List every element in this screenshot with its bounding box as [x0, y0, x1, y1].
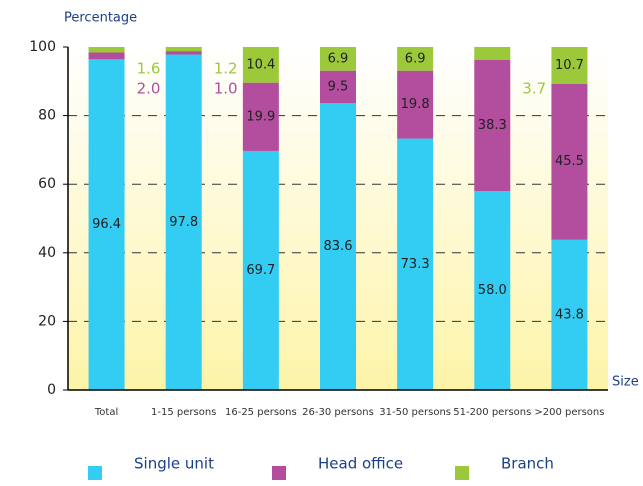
- data-label: 1.2: [214, 60, 238, 78]
- bar-segment: [88, 52, 125, 60]
- data-label: 43.8: [555, 307, 584, 322]
- bar-segment: [551, 47, 588, 84]
- data-label: 69.7: [246, 263, 275, 278]
- data-label: 73.3: [401, 257, 430, 272]
- bar-segment: [397, 138, 434, 390]
- data-label: 45.5: [555, 154, 584, 169]
- data-label: 10.4: [246, 57, 275, 72]
- data-label: 58.0: [478, 283, 507, 298]
- x-tick-label: 1-15 persons: [151, 407, 216, 418]
- x-tick-label: Total: [94, 407, 118, 418]
- x-tick-label: >200 persons: [534, 407, 604, 418]
- data-label: 19.8: [401, 97, 430, 112]
- bar-segment: [474, 191, 511, 390]
- y-tick-label: 20: [38, 313, 56, 329]
- bar-segment: [165, 54, 202, 391]
- data-label: 38.3: [478, 118, 507, 133]
- bar-segment: [551, 83, 588, 240]
- y-tick-label: 100: [29, 39, 56, 55]
- y-tick-label: 0: [47, 382, 56, 398]
- legend-label: Single unit: [134, 455, 214, 473]
- legend-swatch: [88, 466, 102, 480]
- x-tick-label: 31-50 persons: [379, 407, 451, 418]
- bar-segment: [474, 47, 511, 60]
- bar-segment: [397, 70, 434, 139]
- bar-segment: [397, 47, 434, 71]
- data-label: 96.4: [92, 217, 121, 232]
- data-label: 2.0: [137, 80, 161, 98]
- data-label: 1.6: [137, 60, 161, 78]
- data-label: 19.9: [246, 109, 275, 124]
- data-label: 3.7: [522, 80, 546, 98]
- y-tick-label: 60: [38, 176, 56, 192]
- data-label: 10.7: [555, 58, 584, 73]
- bar-segment: [242, 150, 279, 390]
- x-tick-label: 51-200 persons: [453, 407, 531, 418]
- bar-segment: [551, 239, 588, 390]
- x-tick-label: 16-25 persons: [225, 407, 297, 418]
- data-label: 9.5: [328, 79, 349, 94]
- bar-segment: [242, 82, 279, 151]
- bar-segment: [88, 47, 125, 53]
- legend-swatch: [272, 466, 286, 480]
- y-tick-label: 80: [38, 108, 56, 124]
- bar-segment: [88, 59, 125, 391]
- bar-segment: [320, 70, 356, 104]
- data-label: 97.8: [169, 215, 198, 230]
- bar-segment: [165, 47, 202, 52]
- data-label: 6.9: [405, 51, 426, 66]
- bar-segment: [242, 47, 279, 83]
- x-axis-label: Size: [612, 375, 639, 390]
- data-label: 1.0: [214, 80, 238, 98]
- x-tick-label: 26-30 persons: [302, 407, 374, 418]
- bar-segment: [165, 51, 202, 55]
- legend-label: Branch: [501, 455, 554, 473]
- y-axis-label: Percentage: [64, 11, 137, 26]
- y-tick-label: 40: [38, 245, 56, 261]
- bar-segment: [474, 59, 511, 192]
- legend-label: Head office: [318, 455, 403, 473]
- bar-segment: [320, 47, 356, 71]
- data-label: 6.9: [328, 51, 349, 66]
- data-label: 83.6: [324, 239, 353, 254]
- legend-swatch: [455, 466, 469, 480]
- bar-segment: [320, 103, 356, 390]
